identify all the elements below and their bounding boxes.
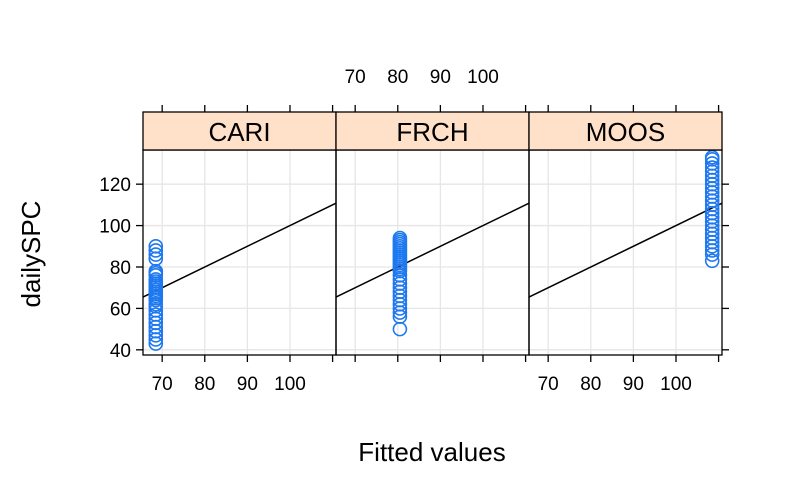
- data-point: [704, 160, 720, 175]
- y-tick-label: 100: [99, 217, 131, 238]
- data-point: [148, 272, 164, 287]
- x-tick-label: 70: [345, 67, 366, 88]
- strip-label-cari: CARI: [208, 117, 270, 147]
- data-point: [148, 247, 164, 262]
- x-tick-label: 100: [467, 67, 499, 88]
- points-layer: [148, 149, 720, 351]
- y-tick-label: 60: [110, 299, 131, 320]
- x-tick-label: 90: [430, 67, 451, 88]
- data-point: [148, 307, 164, 322]
- data-point: [392, 230, 408, 246]
- x-tick-label: 90: [623, 374, 644, 395]
- strip-moos: [528, 111, 723, 151]
- x-tick-label: 80: [387, 67, 408, 88]
- x-tick-label: 100: [660, 374, 692, 395]
- strip-label-moos: MOOS: [586, 117, 665, 147]
- reference-line-cari: [142, 202, 337, 298]
- strip-label-frch: FRCH: [396, 117, 468, 147]
- reference-line-layer: [142, 202, 723, 298]
- y-tick-label: 80: [110, 258, 131, 279]
- x-tick-label: 90: [237, 374, 258, 395]
- y-tick-label: 120: [99, 175, 131, 196]
- panel-frames: [142, 149, 723, 356]
- x-tick-label: 70: [152, 374, 173, 395]
- panel-frame-cari: [142, 149, 337, 356]
- x-tick-label: 70: [538, 374, 559, 395]
- axis-layer: 70 80 90 100 70 80 90 100 70 80 90 100 40 60 80 100 120: [99, 67, 729, 395]
- x-tick-label: 100: [274, 374, 306, 395]
- x-tick-label: 80: [194, 374, 215, 395]
- reference-line-frch: [335, 202, 530, 298]
- data-point: [148, 243, 164, 258]
- data-point: [704, 149, 720, 165]
- x-axis-title: Fitted values: [358, 437, 505, 467]
- data-point: [392, 321, 408, 337]
- data-point: [704, 253, 720, 269]
- data-point: [704, 156, 720, 171]
- panel-frame-frch: [335, 149, 530, 356]
- strip-frch: [335, 111, 530, 151]
- strip-layer: CARI FRCH MOOS: [142, 111, 723, 151]
- grid-layer: [143, 150, 722, 355]
- data-point: [148, 238, 164, 254]
- reference-line-moos: [528, 202, 723, 298]
- y-axis-title: dailySPC: [16, 201, 46, 308]
- y-tick-label: 40: [110, 341, 131, 362]
- x-tick-label: 80: [580, 374, 601, 395]
- panel-frame-moos: [528, 149, 723, 356]
